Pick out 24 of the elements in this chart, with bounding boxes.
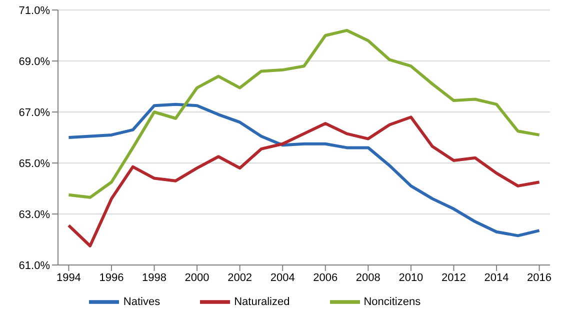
y-tick-label: 61.0% (18, 260, 50, 272)
x-tick-label: 2008 (356, 272, 380, 284)
y-tick-label: 67.0% (18, 106, 50, 119)
x-tick-label: 2016 (527, 272, 552, 284)
x-tick-label: 2014 (484, 272, 509, 284)
x-tick-label: 2002 (228, 272, 252, 284)
x-tick-label: 2000 (184, 272, 210, 284)
line-series (67, 116, 541, 248)
legend-label: Noncitizens (364, 296, 421, 308)
line-series (67, 102, 541, 238)
y-tick-label: 65.0% (18, 158, 50, 170)
x-tick-label: 1996 (99, 272, 124, 284)
x-tick-label: 2006 (313, 272, 338, 284)
y-tick-label: 63.0% (18, 208, 50, 221)
legend-label: Natives (123, 296, 160, 308)
x-tick-label: 2010 (398, 272, 424, 284)
line-series (67, 28, 541, 199)
x-tick-label: 2012 (441, 272, 466, 284)
x-tick-label: 1998 (142, 272, 167, 284)
y-tick-label: 71.0% (18, 4, 50, 17)
legend-label: Naturalized (234, 296, 290, 308)
x-tick-label: 1994 (56, 272, 81, 284)
x-tick-label: 2004 (270, 272, 295, 284)
y-tick-label: 69.0% (18, 56, 50, 68)
